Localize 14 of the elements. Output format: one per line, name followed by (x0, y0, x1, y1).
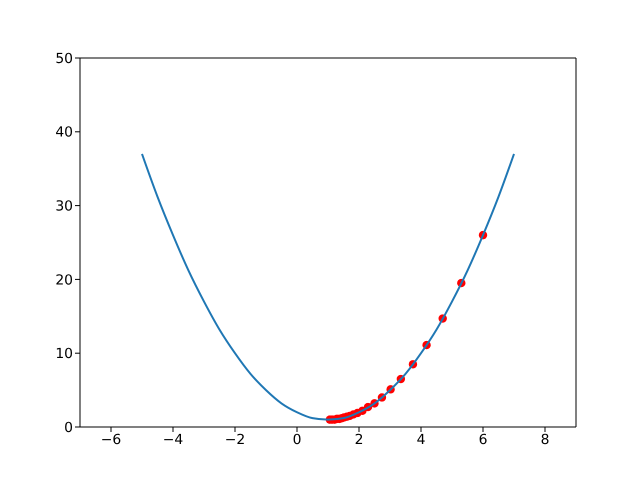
x-tick-label: −6 (100, 432, 122, 448)
x-tick-label: −4 (162, 432, 184, 448)
y-tick-label: 10 (55, 346, 73, 362)
x-tick-label: 2 (354, 432, 364, 448)
x-tick-label: 6 (478, 432, 488, 448)
x-tick-label: 0 (292, 432, 302, 448)
x-tick-label: −2 (224, 432, 246, 448)
y-tick-label: 40 (55, 124, 73, 141)
x-tick-label: 8 (540, 432, 550, 448)
y-tick-label: 30 (55, 198, 73, 215)
y-tick-label: 20 (55, 272, 73, 288)
y-tick-label: 50 (55, 50, 73, 67)
y-tick-label: 0 (64, 420, 73, 436)
x-tick-label: 4 (416, 432, 426, 448)
